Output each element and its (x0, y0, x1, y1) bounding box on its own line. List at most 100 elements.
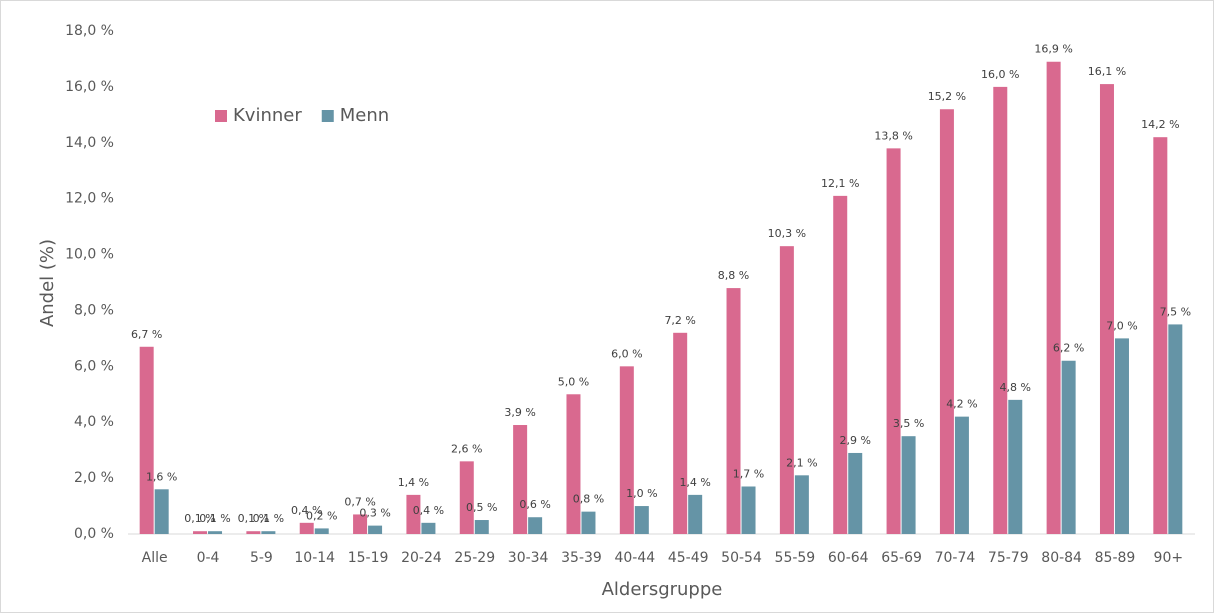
bar (459, 461, 474, 534)
value-label: 14,2 % (1141, 118, 1179, 131)
bar (993, 86, 1008, 534)
x-tick-label: 85-89 (1095, 550, 1136, 566)
bar (673, 332, 688, 534)
value-label: 16,0 % (981, 68, 1019, 81)
value-label: 1,0 % (626, 487, 657, 500)
bar (833, 195, 848, 534)
value-label: 3,9 % (504, 406, 535, 419)
x-tick-label: 20-24 (401, 550, 442, 566)
x-tick-label: 0-4 (197, 550, 220, 566)
bar (474, 520, 489, 534)
value-label: 2,1 % (786, 456, 817, 469)
bar (261, 531, 276, 534)
value-label: 7,5 % (1160, 305, 1191, 318)
bar (208, 531, 223, 534)
y-axis-title: Andel (%) (37, 239, 58, 327)
value-label: 4,2 % (946, 398, 977, 411)
bar (1008, 399, 1023, 534)
bar (368, 525, 383, 534)
y-tick-label: 16,0 % (65, 79, 114, 95)
value-label: 0,7 % (344, 495, 375, 508)
bar (794, 475, 809, 534)
value-label: 0,1 % (238, 512, 269, 525)
x-tick-label: 60-64 (828, 550, 869, 566)
bar (688, 494, 703, 534)
bar (353, 514, 368, 534)
value-label: 1,7 % (733, 467, 764, 480)
x-tick-label: 25-29 (454, 550, 495, 566)
value-label: 12,1 % (821, 177, 859, 190)
bar (154, 489, 169, 534)
legend-swatch (215, 110, 227, 122)
x-tick-label: 45-49 (668, 550, 709, 566)
legend-label: Menn (340, 105, 389, 126)
x-tick-label: 15-19 (348, 550, 389, 566)
bar (406, 494, 421, 534)
bar (1114, 338, 1129, 534)
x-tick-label: 65-69 (881, 550, 922, 566)
value-label: 2,6 % (451, 442, 482, 455)
value-label: 0,3 % (359, 507, 390, 520)
y-tick-label: 2,0 % (74, 470, 114, 486)
bar (299, 522, 314, 534)
bar (634, 506, 649, 534)
y-tick-label: 12,0 % (65, 191, 114, 207)
x-tick-label: 55-59 (775, 550, 816, 566)
x-tick-label: 30-34 (508, 550, 549, 566)
value-label: 7,2 % (664, 314, 695, 327)
bar (1099, 84, 1114, 534)
value-label: 0,5 % (466, 501, 497, 514)
value-label: 6,2 % (1053, 342, 1084, 355)
value-label: 0,1 % (184, 512, 215, 525)
value-label: 16,9 % (1034, 43, 1072, 56)
x-tick-label: 75-79 (988, 550, 1029, 566)
y-tick-label: 10,0 % (65, 247, 114, 263)
value-label: 6,0 % (611, 347, 642, 360)
bar (886, 148, 901, 534)
bar (566, 394, 581, 534)
value-label: 0,4 % (291, 504, 322, 517)
value-label: 8,8 % (718, 269, 749, 282)
bar (528, 517, 543, 534)
value-label: 2,9 % (839, 434, 870, 447)
bar (246, 531, 261, 534)
value-label: 6,7 % (131, 328, 162, 341)
value-label: 7,0 % (1106, 319, 1137, 332)
bar (1046, 61, 1061, 534)
bar (1168, 324, 1183, 534)
bar (1061, 360, 1076, 534)
y-tick-label: 0,0 % (74, 526, 114, 542)
bar (193, 531, 208, 534)
value-label: 15,2 % (928, 90, 966, 103)
x-tick-label: 80-84 (1041, 550, 1082, 566)
x-tick-label: 70-74 (935, 550, 976, 566)
value-label: 0,1 % (199, 512, 230, 525)
bar (581, 511, 596, 534)
legend-label: Kvinner (233, 105, 302, 126)
x-tick-label: 35-39 (561, 550, 602, 566)
value-label: 3,5 % (893, 417, 924, 430)
x-tick-label: 50-54 (721, 550, 762, 566)
x-tick-label: 5-9 (250, 550, 273, 566)
y-tick-label: 18,0 % (65, 23, 114, 39)
y-tick-label: 8,0 % (74, 302, 114, 318)
bar (726, 288, 741, 534)
bar (939, 109, 954, 534)
bar (513, 425, 528, 534)
value-label: 1,4 % (679, 476, 710, 489)
value-label: 5,0 % (558, 375, 589, 388)
value-label: 0,8 % (573, 493, 604, 506)
bar (954, 416, 969, 534)
x-axis-title: Aldersgruppe (602, 579, 723, 600)
value-label: 16,1 % (1088, 65, 1126, 78)
value-label: 0,2 % (306, 509, 337, 522)
bar (1153, 137, 1168, 534)
y-tick-label: 6,0 % (74, 358, 114, 374)
bar (421, 522, 436, 534)
value-label: 1,4 % (398, 476, 429, 489)
legend-swatch (321, 110, 334, 122)
x-tick-label: Alle (142, 550, 168, 566)
x-tick-label: 90+ (1154, 550, 1184, 566)
